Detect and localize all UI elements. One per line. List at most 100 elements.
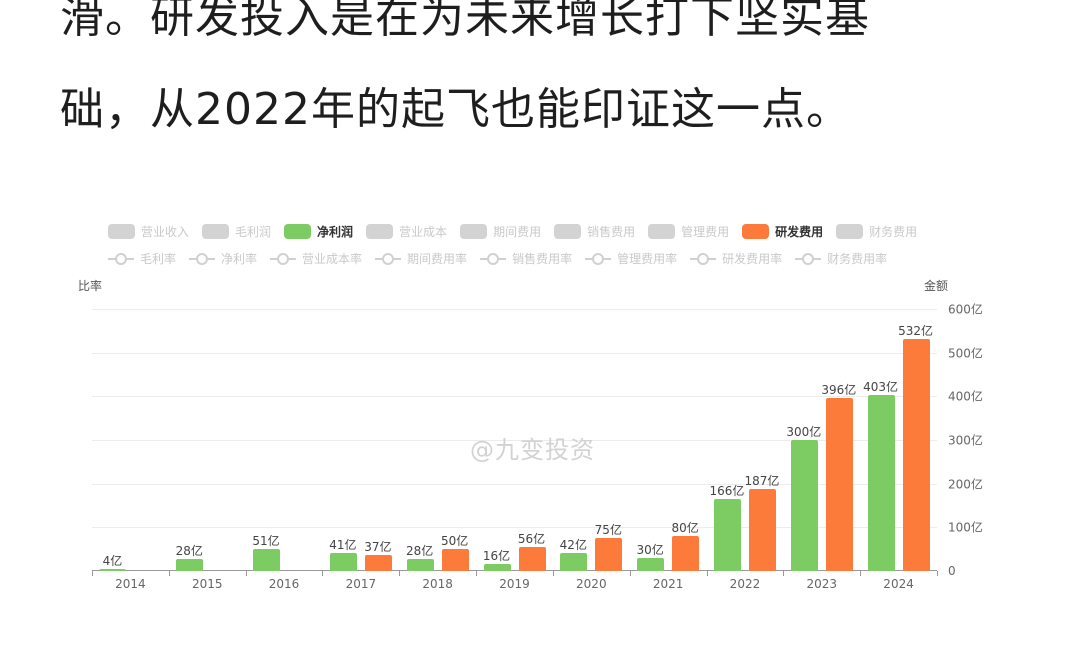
bar-net-profit[interactable] (329, 553, 357, 571)
bar-value-label: 75亿 (594, 523, 622, 538)
legend-item-bar[interactable]: 毛利润 (202, 223, 271, 240)
legend-item-bar[interactable]: 营业成本 (366, 223, 447, 240)
legend-swatch-icon (836, 224, 864, 239)
bar-value-label: 30亿 (636, 542, 664, 557)
legend-label: 毛利率 (140, 252, 177, 266)
line-marker-icon (108, 252, 134, 265)
legend-item-line[interactable]: 管理费用率 (585, 250, 677, 267)
bar-value-label: 37亿 (364, 539, 392, 554)
legend-swatch-icon (648, 224, 676, 239)
y-tick-label: 600亿 (948, 302, 983, 317)
line-marker-icon (795, 252, 822, 265)
x-tick-label: 2019 (499, 577, 530, 591)
bar-value-label: 41亿 (329, 538, 357, 553)
bar-chart: 营业收入 毛利润 净利润 营业成本 期间费用 销售费用 管理费用 研发费用 财务费用 毛利率 净利… (60, 210, 1020, 630)
legend-item-bar[interactable]: 净利润 (284, 223, 353, 240)
bar-net-profit[interactable] (560, 552, 588, 571)
x-tick (168, 571, 170, 576)
legend-label: 期间费用率 (407, 252, 468, 266)
legend-label: 管理费用 (681, 225, 730, 239)
bar-rd-expense[interactable] (748, 489, 776, 571)
legend-lines: 毛利率 净利率 营业成本率 期间费用率 销售费用率 管理费用率 研发费用率 财务费用率 (108, 250, 900, 267)
legend-label: 净利率 (221, 252, 258, 266)
bar-net-profit[interactable] (483, 564, 511, 571)
legend-item-line[interactable]: 期间费用率 (375, 250, 467, 267)
bar-net-profit[interactable] (867, 395, 895, 571)
y-tick-label: 400亿 (948, 389, 983, 404)
legend-label: 财务费用 (869, 225, 918, 239)
bar-value-label: 4亿 (102, 554, 123, 568)
bar-rd-expense[interactable] (364, 554, 392, 571)
legend-label: 净利润 (317, 225, 354, 239)
x-tick-label: 2021 (652, 577, 684, 591)
legend-item-bar[interactable]: 营业收入 (108, 223, 189, 240)
y-tick-label: 300亿 (948, 433, 983, 448)
bar-net-profit[interactable] (253, 548, 281, 571)
bar-rd-expense[interactable] (672, 536, 700, 571)
legend-item-line[interactable]: 研发费用率 (690, 250, 782, 267)
line-marker-icon (690, 252, 717, 265)
bar-value-label: 16亿 (482, 549, 511, 563)
x-tick-label: 2022 (729, 577, 761, 591)
bar-net-profit[interactable] (406, 558, 434, 571)
line-marker-icon (270, 252, 297, 265)
bar-value-label: 80亿 (671, 521, 699, 536)
bar-net-profit[interactable] (790, 440, 818, 571)
legend-label: 研发费用 (775, 225, 824, 239)
line-marker-icon (189, 252, 216, 265)
legend-item-line[interactable]: 财务费用率 (795, 250, 887, 267)
x-tick (629, 571, 631, 576)
legend-item-line[interactable]: 营业成本率 (270, 250, 362, 267)
bar-rd-expense[interactable] (825, 398, 853, 571)
bar-value-label: 396亿 (821, 383, 857, 398)
legend-bars: 营业收入 毛利润 净利润 营业成本 期间费用 销售费用 管理费用 研发费用 财务费用 (108, 223, 930, 240)
x-tick (937, 571, 938, 576)
gridline (92, 309, 937, 310)
bar-net-profit[interactable] (713, 498, 741, 571)
left-axis-name: 比率 (78, 279, 103, 293)
y-tick-label: 0 (948, 564, 956, 578)
bar-rd-expense[interactable] (518, 546, 546, 571)
legend-item-line[interactable]: 净利率 (189, 250, 257, 267)
legend-label: 研发费用率 (722, 252, 783, 266)
legend-label: 管理费用率 (617, 252, 678, 266)
x-tick (322, 571, 324, 576)
legend-label: 销售费用率 (512, 252, 573, 266)
y-tick-label: 500亿 (948, 346, 983, 361)
legend-item-bar[interactable]: 管理费用 (648, 223, 729, 240)
article-text-line-2: 础，从2022年的起飞也能印证这一点。 (60, 84, 851, 135)
plot-area: 2014 4亿 2015 28亿 2016 51亿 2017 41亿 37亿 2018 28亿 50亿… (92, 309, 938, 591)
x-axis-line (92, 570, 937, 571)
bar-value-label: 403亿 (863, 380, 899, 395)
legend-label: 营业成本 (399, 225, 448, 239)
gridline (92, 440, 937, 441)
x-tick (399, 571, 401, 576)
legend-item-line[interactable]: 销售费用率 (480, 250, 572, 267)
watermark: @九变投资 (470, 436, 595, 464)
bar-value-label: 187亿 (744, 474, 780, 489)
legend-label: 财务费用率 (827, 252, 888, 266)
legend-item-bar[interactable]: 期间费用 (460, 223, 541, 240)
bar-rd-expense[interactable] (902, 338, 930, 571)
bar-value-label: 50亿 (441, 534, 469, 549)
legend-label: 营业收入 (141, 225, 190, 239)
bar-rd-expense[interactable] (441, 549, 469, 571)
legend-swatch-icon (366, 224, 394, 239)
legend-label: 营业成本率 (302, 252, 363, 266)
x-tick (92, 571, 93, 576)
right-axis-name: 金额 (924, 279, 949, 293)
bar-net-profit[interactable] (637, 557, 665, 571)
bar-net-profit[interactable] (176, 558, 204, 571)
legend-item-bar[interactable]: 销售费用 (554, 223, 635, 240)
legend-item-bar[interactable]: 财务费用 (836, 223, 917, 240)
bar-rd-expense[interactable] (595, 538, 623, 571)
bar-value-label: 56亿 (517, 531, 546, 546)
x-tick-label: 2016 (268, 577, 300, 591)
x-tick-label: 2018 (422, 577, 453, 591)
bar-net-profit[interactable] (99, 569, 127, 571)
legend-item-bar[interactable]: 研发费用 (742, 223, 823, 240)
legend-item-line[interactable]: 毛利率 (108, 250, 176, 267)
bar-value-label: 42亿 (559, 537, 587, 552)
x-tick-label: 2014 (115, 577, 146, 591)
article-text-line-1: 滑。研发投入是在为未来增长打下坚实基 (60, 0, 870, 43)
